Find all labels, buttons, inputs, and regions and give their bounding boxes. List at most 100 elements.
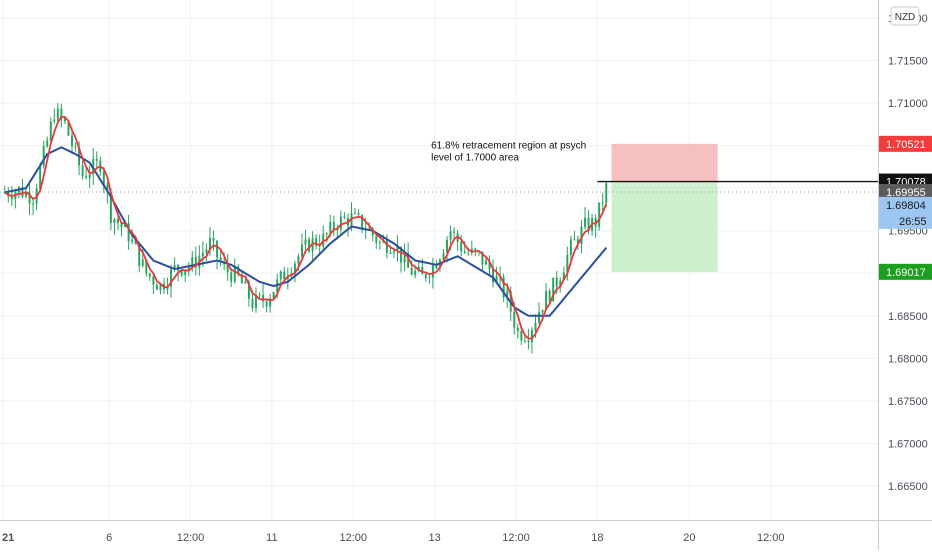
time-axis[interactable]: 21 6 12:00 11 12:00 13 12:00 18 20 12:00 xyxy=(2,532,785,544)
candle xyxy=(332,215,335,237)
candle xyxy=(516,323,519,339)
stop-price-tag-background xyxy=(879,135,932,152)
candle xyxy=(230,267,233,288)
candle-body xyxy=(194,257,197,268)
candle xyxy=(155,282,158,290)
bid-price-tag-text: 1.69804 xyxy=(886,200,926,212)
candle-body xyxy=(449,231,452,240)
candle-body xyxy=(424,274,427,279)
candle-body xyxy=(21,186,24,197)
candle-body xyxy=(159,283,162,290)
candle xyxy=(343,212,346,220)
candle xyxy=(573,230,576,241)
candle xyxy=(49,117,52,145)
candle-body xyxy=(32,203,35,205)
candle xyxy=(396,235,399,262)
currency-button[interactable]: NZD xyxy=(890,6,920,26)
candle xyxy=(538,302,541,324)
candle-body xyxy=(435,264,438,269)
candle xyxy=(60,103,63,128)
candle-body xyxy=(548,290,551,302)
candle-body xyxy=(141,259,144,266)
candle-body xyxy=(545,290,548,310)
stop-loss-zone[interactable] xyxy=(611,143,718,182)
candle-body xyxy=(191,257,194,267)
candle-body xyxy=(300,244,303,257)
candle xyxy=(265,299,268,313)
candle xyxy=(414,266,417,279)
candle-body xyxy=(332,222,335,230)
candle-body xyxy=(49,121,52,141)
candle-body xyxy=(527,340,530,343)
candle xyxy=(552,277,555,302)
candle xyxy=(269,293,272,313)
candle xyxy=(495,266,498,284)
candle-body xyxy=(559,280,562,287)
candle-body xyxy=(251,298,254,309)
candle-body xyxy=(237,266,240,275)
candle-body xyxy=(516,327,519,332)
take-profit-zone[interactable] xyxy=(611,181,718,272)
last-price-tag: 1.69955 xyxy=(879,184,932,201)
candle-body xyxy=(272,292,275,299)
candle-body xyxy=(403,253,406,263)
time-tick-label: 18 xyxy=(591,532,603,544)
candle xyxy=(488,255,491,276)
candle xyxy=(212,230,215,251)
candle-body xyxy=(502,277,505,298)
candle-body xyxy=(230,272,233,282)
price-tick-label: 1.68500 xyxy=(888,311,928,323)
candle xyxy=(95,151,98,168)
candle-body xyxy=(46,140,49,147)
grid xyxy=(0,0,878,520)
candle-body xyxy=(120,223,123,228)
candle-body xyxy=(407,253,410,268)
candle-body xyxy=(569,239,572,256)
candle xyxy=(339,210,342,236)
candle-body xyxy=(598,202,601,227)
candle xyxy=(184,269,187,283)
candle-body xyxy=(265,301,268,307)
candle-body xyxy=(71,135,73,147)
candle-body xyxy=(131,239,134,242)
bar-countdown-text: 26:55 xyxy=(899,216,927,228)
candle-body xyxy=(233,266,236,282)
candle xyxy=(272,291,275,300)
candle-body xyxy=(523,340,526,342)
candle xyxy=(304,229,307,250)
candle-body xyxy=(576,239,579,245)
candle xyxy=(152,273,155,295)
candle xyxy=(354,207,357,215)
candle xyxy=(315,234,318,250)
candle xyxy=(584,207,586,230)
candle xyxy=(85,167,88,180)
candle-body xyxy=(180,270,183,276)
candle-body xyxy=(148,273,151,277)
candle-body xyxy=(566,255,569,273)
candle xyxy=(255,287,257,313)
candle-body xyxy=(106,185,109,193)
candle-body xyxy=(124,223,127,228)
target-price-tag: 1.69017 xyxy=(879,263,932,280)
candle xyxy=(194,246,197,276)
time-tick-label: 21 xyxy=(2,532,14,544)
candle xyxy=(598,202,601,231)
candle-body xyxy=(255,294,257,309)
bid-price-tag: 1.69804 26:55 xyxy=(879,196,932,229)
candle-body xyxy=(283,271,286,280)
candle xyxy=(424,272,427,282)
candle-body xyxy=(138,244,141,266)
candle-body xyxy=(453,231,456,233)
candle-body xyxy=(520,331,523,341)
candle xyxy=(216,239,219,269)
candle-body xyxy=(357,213,360,215)
candle-body xyxy=(538,312,541,323)
currency-button-frame[interactable] xyxy=(890,6,920,26)
time-tick-label: 6 xyxy=(106,532,112,544)
candle-body xyxy=(127,223,130,242)
candle-body xyxy=(389,252,392,254)
